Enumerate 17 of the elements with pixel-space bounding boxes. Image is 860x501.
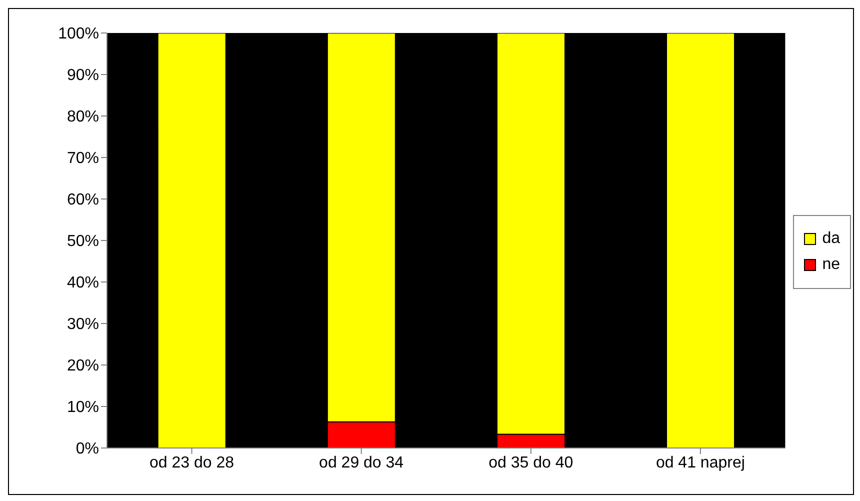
y-tick-label: 80% (66, 108, 99, 126)
x-tick-label: od 23 do 28 (150, 454, 234, 472)
y-tick-label: 40% (66, 274, 99, 292)
y-tick-label: 60% (66, 192, 99, 209)
y-tick-label: 20% (66, 358, 99, 375)
x-tick-label: od 41 naprej (656, 454, 745, 472)
y-tick-label: 0% (76, 440, 99, 458)
y-tick-label: 30% (66, 316, 99, 334)
x-tick-label: od 29 do 34 (319, 454, 404, 472)
y-tick-label: 90% (66, 67, 99, 84)
x-tick-label: od 35 do 40 (488, 454, 574, 472)
y-tick-label: 10% (66, 399, 99, 416)
y-tick-label: 50% (66, 233, 99, 250)
y-tick-label: 100% (58, 26, 99, 43)
legend-label: ne (821, 256, 840, 274)
legend-label: da (821, 230, 840, 248)
y-tick-label: 70% (66, 150, 99, 168)
